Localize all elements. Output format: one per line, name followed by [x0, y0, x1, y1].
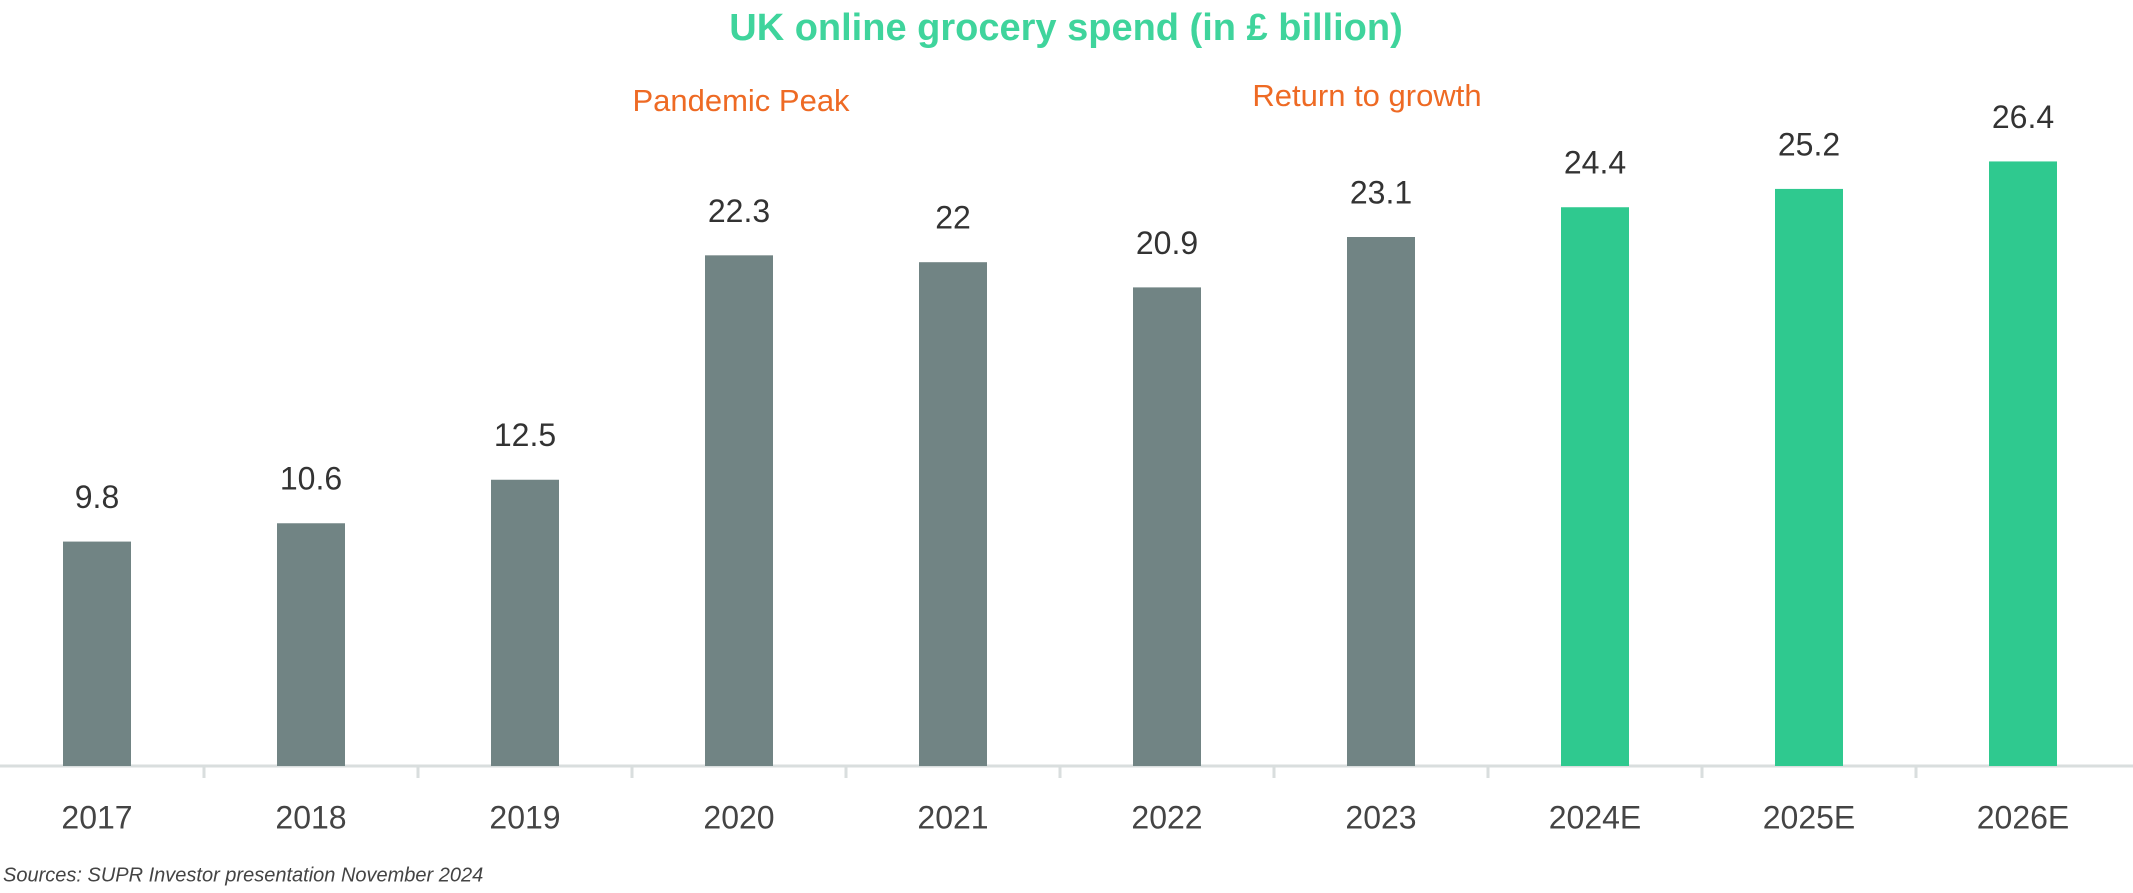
x-tick-label: 2020 [703, 799, 774, 835]
bar [1989, 161, 2057, 766]
x-tick-label: 2025E [1763, 799, 1856, 835]
bar [63, 541, 131, 766]
bar [705, 255, 773, 766]
data-label: 24.4 [1564, 145, 1626, 181]
x-tick-label: 2017 [61, 799, 132, 835]
bar [1561, 207, 1629, 767]
x-tick-label: 2019 [489, 799, 560, 835]
data-label: 9.8 [75, 479, 119, 515]
data-label: 25.2 [1778, 126, 1840, 162]
x-tick-label: 2026E [1977, 799, 2070, 835]
bar [1133, 287, 1201, 766]
data-label: 22 [935, 200, 971, 236]
annotation: Pandemic Peak [632, 83, 850, 118]
data-label: 10.6 [280, 461, 342, 497]
x-tick-label: 2021 [917, 799, 988, 835]
data-label: 23.1 [1350, 174, 1412, 210]
x-tick-label: 2024E [1549, 799, 1642, 835]
bar [1775, 188, 1843, 767]
data-label: 12.5 [494, 417, 556, 453]
x-tick-label: 2018 [275, 799, 346, 835]
bar [919, 262, 987, 766]
bar [277, 523, 345, 766]
data-label: 26.4 [1992, 99, 2054, 135]
data-label: 20.9 [1136, 225, 1198, 261]
x-tick-label: 2023 [1345, 799, 1416, 835]
x-tick-label: 2022 [1131, 799, 1202, 835]
source-note: Sources: SUPR Investor presentation Nove… [3, 864, 483, 886]
chart-title: UK online grocery spend (in £ billion) [729, 7, 1403, 49]
data-label: 22.3 [708, 193, 770, 229]
annotation: Return to growth [1252, 78, 1481, 113]
bar [491, 479, 559, 766]
bar [1347, 237, 1415, 766]
